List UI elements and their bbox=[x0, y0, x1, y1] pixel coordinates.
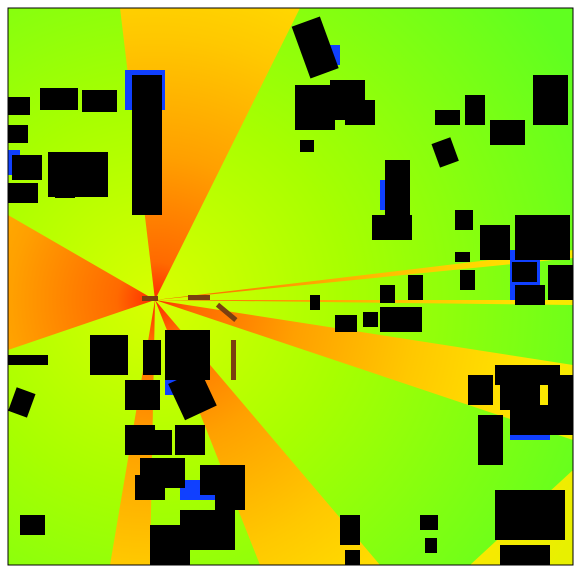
map-area bbox=[8, 8, 573, 565]
wedge bbox=[155, 300, 573, 565]
wedge bbox=[155, 300, 573, 365]
frame bbox=[7, 7, 574, 566]
wedge bbox=[155, 8, 573, 300]
transmitter bbox=[142, 295, 238, 380]
buildings bbox=[8, 16, 573, 565]
